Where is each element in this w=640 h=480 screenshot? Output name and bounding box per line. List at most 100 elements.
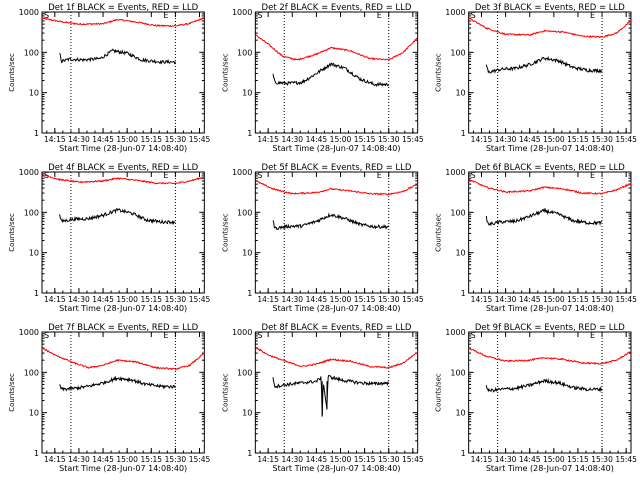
x-tick-label: 15:30 <box>378 135 400 144</box>
x-tick-label: 15:00 <box>543 455 565 464</box>
chart-title: Det 8f BLACK = Events, RED = LLD <box>262 323 412 333</box>
y-tick-label: 100 <box>237 208 252 217</box>
x-axis-label: Start Time (28-Jun-07 14:08:40) <box>59 304 187 313</box>
end-marker: E <box>590 171 595 180</box>
series-events-line <box>272 374 389 417</box>
x-tick-label: 15:00 <box>543 135 565 144</box>
y-tick-label: 10 <box>242 89 252 98</box>
chart-title: Det 6f BLACK = Events, RED = LLD <box>475 163 625 173</box>
y-tick-label: 100 <box>450 208 465 217</box>
y-tick-label: 100 <box>24 368 39 377</box>
end-marker: E <box>590 331 595 340</box>
y-axis-label: Counts/sec <box>435 373 443 412</box>
end-marker: E <box>163 11 168 20</box>
x-tick-label: 15:15 <box>140 295 162 304</box>
x-axis-label: Start Time (28-Jun-07 14:08:40) <box>272 304 400 313</box>
y-axis-label: Counts/sec <box>221 373 229 412</box>
x-tick-label: 15:00 <box>116 135 138 144</box>
x-tick-label: 14:15 <box>44 295 66 304</box>
y-tick-label: 1 <box>461 289 466 298</box>
x-tick-label: 14:15 <box>44 455 66 464</box>
series-lld-line <box>468 178 632 195</box>
y-tick-label: 1000 <box>19 328 39 337</box>
series-lld-line <box>255 180 418 196</box>
y-tick-label: 1 <box>247 449 252 458</box>
x-tick-label: 15:30 <box>591 135 613 144</box>
chart-panel-2: Det 2f BLACK = Events, RED = LLD 1 10 100 10… <box>221 3 424 153</box>
x-tick-label: 14:45 <box>92 455 114 464</box>
series-events-line <box>485 378 603 393</box>
x-tick-label: 15:45 <box>189 135 211 144</box>
x-tick-label: 14:30 <box>68 295 90 304</box>
y-tick-label: 1 <box>247 129 252 138</box>
x-tick-label: 15:15 <box>567 295 589 304</box>
y-axis-label: Counts/sec <box>221 53 229 92</box>
series-lld-line <box>41 347 205 371</box>
series-lld-line <box>255 346 419 369</box>
x-tick-label: 15:30 <box>165 135 187 144</box>
x-tick-label: 14:30 <box>281 295 303 304</box>
y-tick-label: 10 <box>29 89 39 98</box>
x-tick-label: 14:30 <box>495 295 517 304</box>
end-marker: E <box>163 171 168 180</box>
series-events-line <box>272 212 390 231</box>
x-axis-label: Start Time (28-Jun-07 14:08:40) <box>59 144 187 153</box>
y-tick-label: 1 <box>461 129 466 138</box>
x-tick-label: 14:45 <box>92 135 114 144</box>
x-tick-label: 14:45 <box>306 135 328 144</box>
y-tick-label: 1 <box>34 289 39 298</box>
series-events-line <box>59 48 176 65</box>
x-tick-label: 15:45 <box>189 455 211 464</box>
chart-panel-7: Det 7f BLACK = Events, RED = LLD 1 10 100 10… <box>8 323 211 473</box>
y-tick-label: 1000 <box>19 168 39 177</box>
x-tick-label: 14:30 <box>281 135 303 144</box>
x-tick-label: 15:30 <box>591 295 613 304</box>
x-tick-label: 14:30 <box>68 455 90 464</box>
x-tick-label: 15:00 <box>330 295 352 304</box>
x-tick-label: 14:45 <box>306 455 328 464</box>
plot-frame <box>41 11 205 134</box>
end-marker: E <box>590 11 595 20</box>
y-tick-label: 100 <box>237 48 252 57</box>
x-tick-label: 14:15 <box>471 135 493 144</box>
start-marker: S <box>471 331 476 340</box>
series-lld-line <box>41 174 205 185</box>
chart-title: Det 2f BLACK = Events, RED = LLD <box>262 3 412 13</box>
x-tick-label: 14:30 <box>495 135 517 144</box>
end-marker: E <box>377 171 382 180</box>
y-axis-label: Counts/sec <box>8 53 16 92</box>
x-tick-label: 14:15 <box>257 455 279 464</box>
chart-panel-1: Det 1f BLACK = Events, RED = LLD 1 10 100 10… <box>8 3 211 153</box>
x-tick-label: 15:00 <box>116 455 138 464</box>
chart-title: Det 1f BLACK = Events, RED = LLD <box>48 3 198 13</box>
x-tick-label: 14:45 <box>306 295 328 304</box>
y-tick-label: 1000 <box>445 168 465 177</box>
y-tick-label: 1000 <box>445 8 465 17</box>
series-events-line <box>59 375 176 392</box>
x-tick-label: 14:15 <box>257 135 279 144</box>
y-tick-label: 100 <box>450 48 465 57</box>
y-axis-label: Counts/sec <box>8 213 16 252</box>
y-tick-label: 1000 <box>19 8 39 17</box>
plot-frame <box>41 331 205 454</box>
plot-frame <box>468 331 632 454</box>
end-marker: E <box>163 331 168 340</box>
x-tick-label: 15:30 <box>378 455 400 464</box>
x-tick-label: 15:00 <box>330 135 352 144</box>
x-tick-label: 15:45 <box>402 455 424 464</box>
y-tick-label: 100 <box>237 368 252 377</box>
y-tick-label: 100 <box>24 208 39 217</box>
chart-title: Det 4f BLACK = Events, RED = LLD <box>48 163 198 173</box>
chart-title: Det 5f BLACK = Events, RED = LLD <box>262 163 412 173</box>
y-tick-label: 10 <box>29 249 39 258</box>
y-tick-label: 1000 <box>445 328 465 337</box>
y-tick-label: 10 <box>242 249 252 258</box>
x-tick-label: 15:00 <box>116 295 138 304</box>
x-tick-label: 14:15 <box>471 455 493 464</box>
x-tick-label: 15:45 <box>402 295 424 304</box>
y-tick-label: 10 <box>29 409 39 418</box>
y-axis-label: Counts/sec <box>435 53 443 92</box>
x-tick-label: 15:30 <box>591 455 613 464</box>
start-marker: S <box>44 331 49 340</box>
